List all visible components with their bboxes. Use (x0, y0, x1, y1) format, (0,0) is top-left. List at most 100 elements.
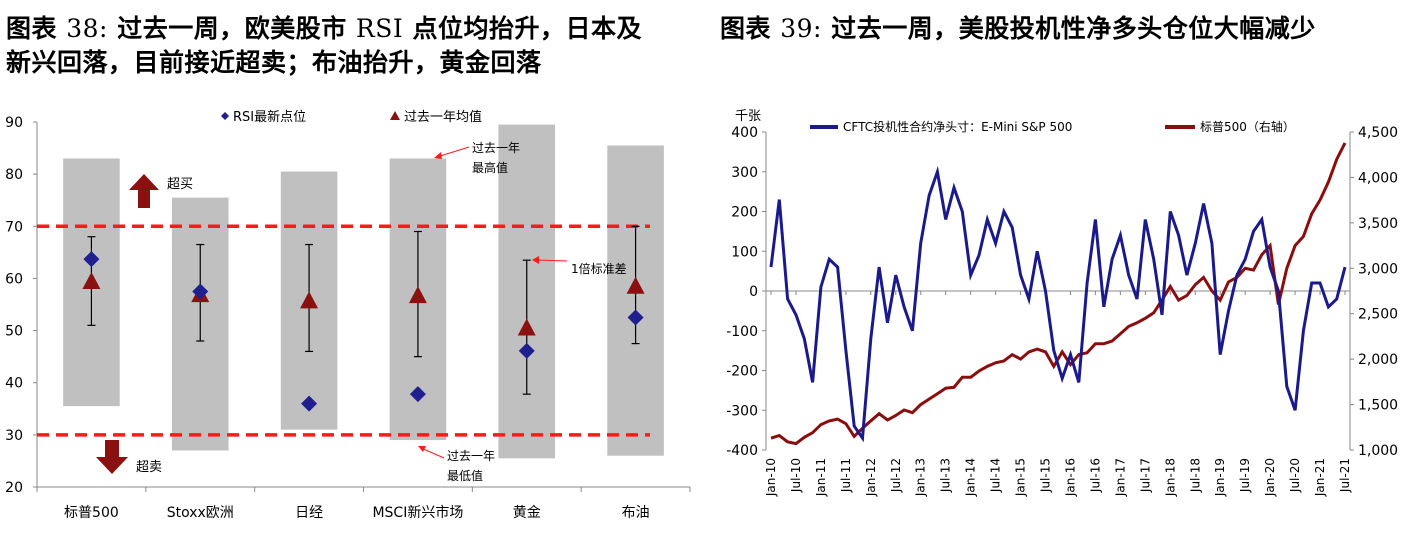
year-low-label: 过去一年 (447, 449, 495, 463)
left-y-tick-label: -300 (726, 403, 758, 419)
right-y-tick-label: 4,500 (1358, 125, 1398, 141)
x-tick-label: Jan-20 (1263, 458, 1277, 497)
right-y-tick-label: 2,000 (1358, 352, 1398, 368)
legend-label-rsi: RSI最新点位 (233, 109, 306, 125)
oversold-label: 超卖 (136, 460, 162, 475)
right-y-tick-label: 3,000 (1358, 261, 1398, 277)
title-text: 过去一周，美股投机性净多头仓位大幅减少 (831, 14, 1316, 43)
x-tick-label: 日经 (295, 505, 323, 521)
x-tick-label: Jul-15 (1039, 458, 1053, 493)
year-low-label: 最低值 (447, 468, 483, 483)
title-label: 图表 (720, 14, 772, 43)
overbought-label: 超买 (167, 177, 193, 192)
latest-rsi-diamond-marker (518, 342, 535, 359)
annotation-arrow (436, 146, 470, 158)
title-number: 39: (780, 14, 822, 43)
title-text-line2: 新兴回落，目前接近超卖；布油抬升，黄金回落 (6, 48, 542, 77)
x-tick-label: Jul-16 (1088, 458, 1102, 493)
title-label: 图表 (6, 14, 58, 43)
left-y-tick-label: -200 (726, 364, 758, 380)
right-chart-title: 图表 39: 过去一周，美股投机性净多头仓位大幅减少 (720, 12, 1415, 46)
left-y-tick-label: -400 (726, 443, 758, 459)
x-tick-label: Jan-12 (864, 458, 878, 497)
y-tick-label: 40 (5, 376, 23, 392)
x-tick-label: Jan-15 (1014, 458, 1028, 497)
left-y-tick-label: 300 (731, 165, 758, 181)
average-triangle-marker (82, 272, 101, 290)
title-text: 点位均抬升，日本及 (412, 14, 642, 43)
x-tick-label: Jan-18 (1163, 458, 1177, 497)
cftc-net-position-line (769, 165, 1347, 443)
x-tick-label: 黄金 (513, 504, 541, 521)
x-tick-label: 标普500 (64, 505, 119, 521)
right-y-tick-label: 4,000 (1358, 170, 1398, 186)
legend-cftc-label: CFTC投机性合约净头寸：E-Mini S&P 500 (843, 119, 1072, 134)
x-tick-label: MSCI新兴市场 (372, 504, 463, 521)
x-tick-label: Jul-20 (1288, 458, 1302, 493)
year-high-label: 过去一年 (472, 141, 520, 155)
x-tick-label: Jul-11 (839, 458, 853, 493)
left-y-tick-label: 0 (749, 284, 758, 300)
cftc-position-chart: 千张 -400 -300 -200 -100 0 100 200 300 400 1,000 1,50… (726, 109, 1398, 497)
legend-label-avg: 过去一年均值 (404, 109, 482, 125)
title-number: 38: (66, 14, 108, 43)
y-tick-label: 20 (5, 480, 23, 496)
x-tick-label: Jan-16 (1063, 458, 1077, 497)
std-label: 1倍标准差 (571, 261, 627, 276)
y-tick-label: 90 (5, 115, 23, 131)
average-triangle-marker (517, 318, 536, 336)
x-tick-label: Jan-10 (764, 458, 778, 497)
y-tick-label: 70 (5, 219, 23, 235)
x-tick-label: Jul-17 (1138, 458, 1152, 493)
left-y-tick-label: -100 (726, 324, 758, 340)
left-y-tick-label: 100 (731, 244, 758, 260)
x-tick-label: Jul-10 (789, 458, 803, 493)
annotation-arrow (420, 447, 445, 459)
x-tick-label: Jan-14 (964, 458, 978, 497)
y-tick-label: 30 (5, 428, 23, 444)
y-tick-label: 80 (5, 167, 23, 183)
latest-rsi-diamond-marker (83, 251, 100, 268)
x-tick-label: 布油 (622, 505, 650, 521)
x-tick-label: Jul-13 (939, 458, 953, 493)
right-y-tick-label: 1,500 (1358, 398, 1398, 414)
legend-triangle-icon (390, 111, 400, 120)
x-tick-label: Jan-21 (1313, 458, 1327, 497)
annotation-arrowhead (418, 446, 426, 452)
x-tick-label: Jan-19 (1213, 458, 1227, 497)
x-tick-label: Stoxx欧洲 (167, 505, 234, 521)
latest-rsi-diamond-marker (192, 283, 209, 300)
title-text: 过去一周，欧美股市 (117, 14, 347, 43)
right-y-tick-label: 1,000 (1358, 443, 1398, 459)
average-triangle-marker (626, 276, 645, 294)
x-tick-label: Jan-13 (914, 458, 928, 497)
latest-rsi-diamond-marker (409, 386, 426, 403)
year-high-label: 最高值 (472, 160, 508, 175)
right-y-tick-label: 3,500 (1358, 216, 1398, 232)
x-tick-label: Jul-19 (1238, 458, 1252, 493)
latest-rsi-diamond-marker (627, 309, 644, 326)
x-tick-label: Jan-17 (1113, 458, 1127, 497)
y-tick-label: 60 (5, 271, 23, 287)
average-triangle-marker (300, 291, 319, 309)
latest-rsi-diamond-marker (301, 395, 318, 412)
average-triangle-marker (408, 286, 427, 304)
left-chart-title: 图表 38: 过去一周，欧美股市 RSI 点位均抬升，日本及 新兴回落，目前接近… (6, 12, 706, 80)
annotation-arrow (535, 259, 568, 262)
x-tick-label: Jul-14 (989, 458, 1003, 493)
legend-sp-label: 标普500（右轴） (1200, 119, 1295, 134)
sp500-line (770, 142, 1347, 446)
annotation-arrowhead (532, 256, 539, 264)
y-tick-label: 50 (5, 324, 23, 340)
x-tick-label: Jul-18 (1188, 458, 1202, 493)
right-y-tick-label: 2,500 (1358, 307, 1398, 323)
rsi-range-chart: 20 30 40 50 60 70 80 90 标普500 Stoxx欧洲 日经 MSCI新兴市场 黄金… (5, 109, 691, 521)
x-tick-label: Jan-11 (814, 458, 828, 497)
x-tick-label: Jul-12 (889, 458, 903, 493)
x-tick-label: Jul-21 (1338, 458, 1352, 493)
y-unit-label: 千张 (735, 109, 761, 124)
left-y-tick-label: 400 (731, 125, 758, 141)
annotation-arrowhead (434, 152, 442, 159)
oversold-down-arrow-icon (96, 440, 128, 474)
overbought-up-arrow-icon (129, 174, 159, 208)
